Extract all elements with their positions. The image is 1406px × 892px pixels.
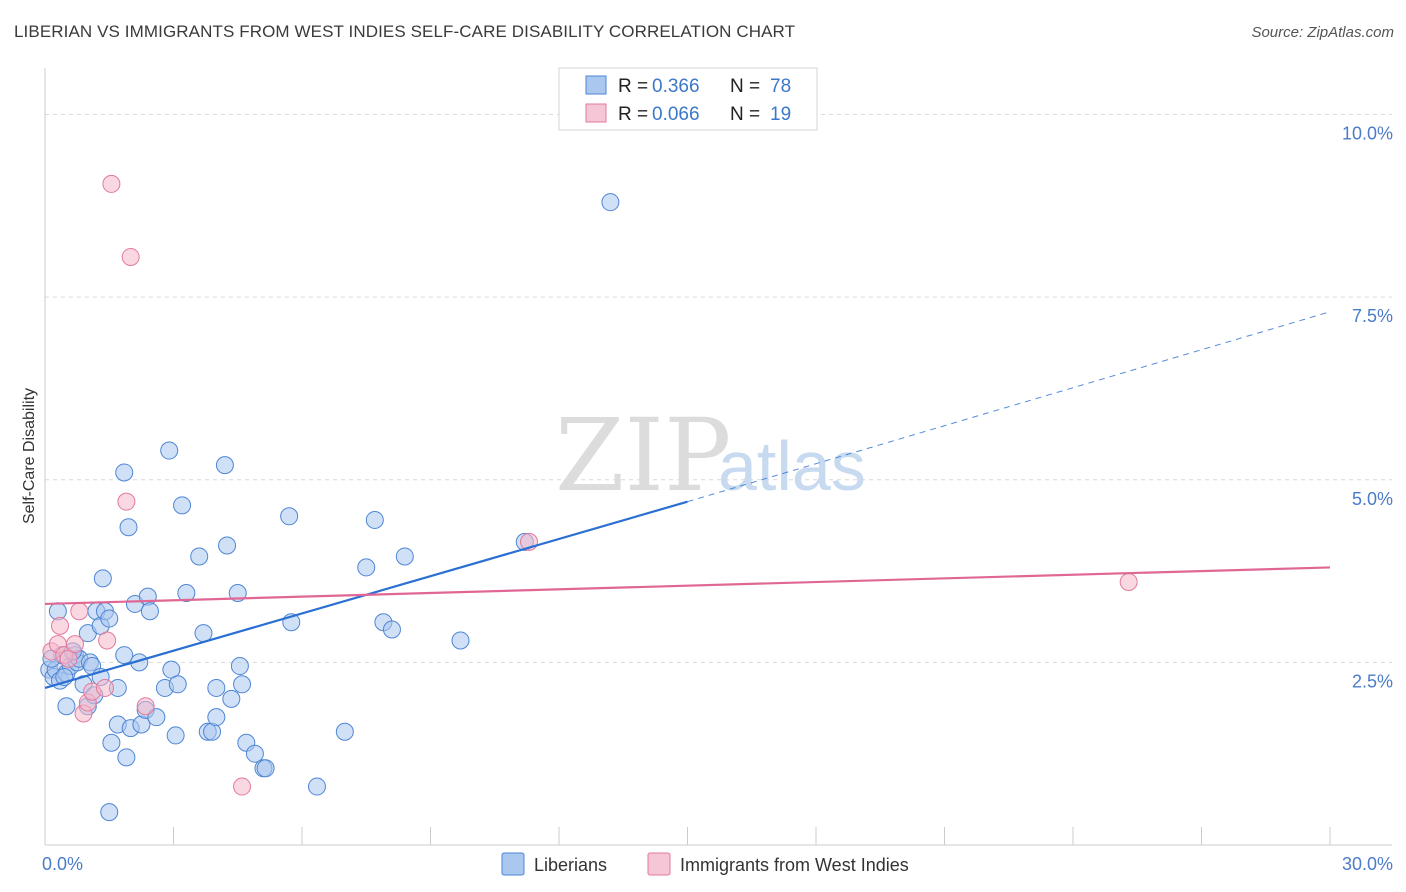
- legend-r-label-1: R =: [618, 76, 648, 97]
- liberians-point: [160, 441, 179, 460]
- y-tick-label-0: 2.5%: [1352, 671, 1393, 691]
- liberians-point: [177, 583, 196, 602]
- axes: [44, 68, 1392, 846]
- liberians-point: [280, 507, 299, 526]
- legend-r-value-1: 0.366: [652, 76, 700, 97]
- west-indies-point: [50, 616, 69, 635]
- legend-n-value-1: 78: [770, 76, 791, 97]
- watermark-zip: ZIP: [555, 397, 731, 514]
- bottom-legend-west-indies: Immigrants from West Indies: [680, 855, 909, 875]
- west-indies-point: [70, 602, 89, 621]
- west-indies-point: [136, 697, 155, 716]
- liberians-point: [245, 744, 264, 763]
- liberians-point: [102, 733, 121, 752]
- liberians-point: [218, 536, 237, 555]
- liberians-point: [194, 624, 213, 643]
- y-tick-label-3: 10.0%: [1342, 124, 1393, 144]
- west-indies-point: [233, 777, 252, 796]
- liberians-point: [451, 631, 470, 650]
- liberians-point: [382, 620, 401, 639]
- liberians-point: [93, 569, 112, 588]
- bottom-legend-swatch-liberians: [501, 852, 525, 876]
- liberians-point: [335, 722, 354, 741]
- legend-n-label-1: N =: [730, 76, 760, 97]
- legend-swatch-west-indies: [585, 103, 607, 123]
- liberians-point: [207, 678, 226, 697]
- trend-lines: [44, 311, 1331, 690]
- liberians-point: [166, 726, 185, 745]
- x-tick-label-1: 30.0%: [1342, 854, 1393, 874]
- west-indies-point: [95, 678, 114, 697]
- legend-r-label-2: R =: [618, 104, 648, 125]
- liberians-point: [100, 803, 119, 822]
- bottom-legend-liberians: Liberians: [534, 855, 607, 875]
- west-indies-points: [42, 174, 1138, 796]
- liberians-point: [115, 463, 134, 482]
- west-indies-point: [117, 492, 136, 511]
- watermark: ZIP atlas: [555, 397, 866, 514]
- liberians-point: [222, 689, 241, 708]
- west-indies-point: [98, 631, 117, 650]
- west-indies-point: [65, 635, 84, 654]
- bottom-legend: Liberians Immigrants from West Indies: [501, 852, 909, 876]
- grid: [45, 114, 1392, 663]
- chart-title: LIBERIAN VS IMMIGRANTS FROM WEST INDIES …: [14, 22, 796, 41]
- legend-n-value-2: 19: [770, 104, 791, 125]
- liberians-point: [147, 708, 166, 727]
- liberians-point: [117, 748, 136, 767]
- liberians-point: [207, 708, 226, 727]
- legend-swatch-liberians: [585, 75, 607, 95]
- watermark-atlas: atlas: [718, 427, 866, 505]
- tick-labels: 2.5% 5.0% 7.5% 10.0% 0.0% 30.0%: [42, 124, 1393, 874]
- liberians-point: [256, 759, 275, 778]
- legend-n-label-2: N =: [730, 104, 760, 125]
- liberians-point: [357, 558, 376, 577]
- west-indies-point: [121, 247, 140, 266]
- liberians-point: [307, 777, 326, 796]
- liberians-point: [140, 602, 159, 621]
- west-indies-point: [1119, 573, 1138, 592]
- liberians-point: [215, 456, 234, 475]
- liberians-point: [57, 697, 76, 716]
- liberians-point: [233, 675, 252, 694]
- liberians-point: [119, 518, 138, 537]
- liberians-point: [115, 646, 134, 665]
- y-tick-label-2: 7.5%: [1352, 306, 1393, 326]
- x-tick-label-0: 0.0%: [42, 854, 83, 874]
- liberians-point: [100, 609, 119, 628]
- west-indies-trend-line: [44, 566, 1331, 606]
- source-label: Source: ZipAtlas.com: [1251, 24, 1394, 41]
- legend-r-value-2: 0.066: [652, 104, 700, 125]
- liberians-point: [395, 547, 414, 566]
- liberians-point: [173, 496, 192, 515]
- liberians-point: [190, 547, 209, 566]
- bottom-legend-swatch-west-indies: [647, 852, 671, 876]
- liberians-point: [230, 657, 249, 676]
- y-axis-title: Self-Care Disability: [21, 388, 38, 524]
- y-tick-label-1: 5.0%: [1352, 489, 1393, 509]
- liberians-point: [365, 510, 384, 529]
- liberians-trend-extension: [687, 311, 1331, 503]
- liberians-point: [228, 583, 247, 602]
- west-indies-point: [102, 174, 121, 193]
- legend: R = 0.366 N = 78 R = 0.066 N = 19: [558, 67, 818, 131]
- liberians-point: [168, 675, 187, 694]
- liberians-point: [601, 193, 620, 212]
